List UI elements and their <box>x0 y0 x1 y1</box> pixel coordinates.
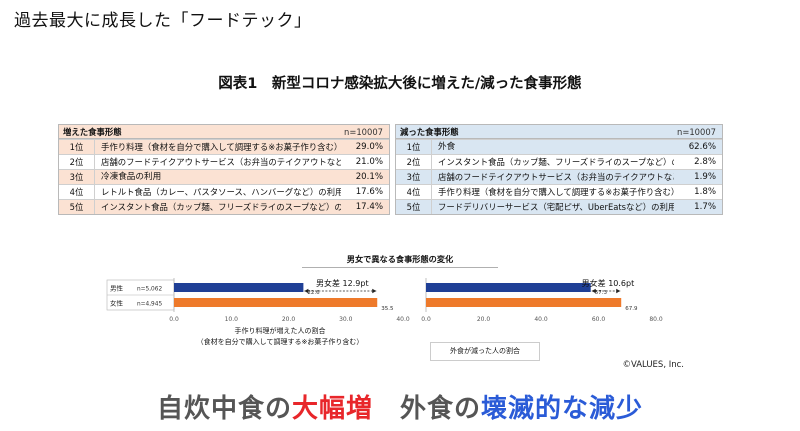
data-label: 22.6 <box>307 290 320 296</box>
data-label: 35.5 <box>381 306 394 312</box>
item-cell: レトルト食品（カレー、パスタソース、ハンバーグなど）の利用 <box>101 187 341 197</box>
tick-label: 80.0 <box>649 316 663 323</box>
rank-cell: 1位 <box>59 140 95 154</box>
data-label: 57.3 <box>595 290 608 296</box>
rank-cell: 2位 <box>59 155 95 169</box>
tick-label: 10.0 <box>225 316 239 323</box>
data-label: 67.9 <box>625 306 638 312</box>
difference-annotation: 男女差 10.6pt <box>582 278 635 288</box>
tick-label: 60.0 <box>592 316 606 323</box>
category-note: n=5,062 <box>137 287 162 293</box>
figure-title: 図表1 新型コロナ感染拡大後に増えた/減った食事形態 <box>218 76 582 92</box>
tick-label: 0.0 <box>421 316 431 323</box>
item-cell: フードデリバリーサービス（宅配ピザ、UberEatsなど）の利用 <box>438 202 674 212</box>
rank-cell: 5位 <box>396 200 432 214</box>
tick-label: 40.0 <box>396 316 410 323</box>
difference-arrow-head-left <box>304 288 309 294</box>
table-row: 3位 店舗のフードテイクアウトサービス（お弁当のテイクアウトなど）の利用 1.9… <box>396 169 722 184</box>
decreased-table: 減った食事形態 n=10007 1位 外食 62.6% 2位 インスタント食品（… <box>395 124 723 215</box>
tick-label: 20.0 <box>477 316 491 323</box>
table-row: 2位 店舗のフードテイクアウトサービス（お弁当のテイクアウトなど）の利用 21.… <box>59 154 389 169</box>
decreased-table-header: 減った食事形態 n=10007 <box>396 125 722 139</box>
rank-cell: 3位 <box>59 170 95 184</box>
female-bar <box>426 298 622 307</box>
increased-table-n: n=10007 <box>344 127 383 137</box>
category-label: 女性 <box>110 299 124 308</box>
category-label: 男性 <box>110 284 124 293</box>
item-cell: インスタント食品（カップ麺、フリーズドライのスープなど）の利用 <box>438 157 674 167</box>
headline-part2: 大幅増 <box>291 394 373 424</box>
male-bar <box>174 283 304 292</box>
chart-title: 男女で異なる食事形態の変化 <box>302 253 498 268</box>
male-bar <box>426 283 591 292</box>
decreased-table-n: n=10007 <box>677 127 716 137</box>
headline: 自炊中食の大幅増 外食の壊滅的な減少 <box>0 388 800 425</box>
tick-label: 20.0 <box>282 316 296 323</box>
item-cell: 冷凍食品の利用 <box>101 172 162 182</box>
item-cell: 店舗のフードテイクアウトサービス（お弁当のテイクアウトなど）の利用 <box>438 172 674 182</box>
percent-cell: 20.1% <box>355 172 383 182</box>
increased-table-header: 増えた食事形態 n=10007 <box>59 125 389 139</box>
table-row: 5位 インスタント食品（カップ麺、フリーズドライのスープなど）の利用 17.4% <box>59 199 389 214</box>
percent-cell: 17.4% <box>355 202 383 212</box>
table-row: 4位 レトルト食品（カレー、パスタソース、ハンバーグなど）の利用 17.6% <box>59 184 389 199</box>
percent-cell: 1.9% <box>694 172 716 182</box>
difference-arrow-head-right <box>372 288 377 294</box>
left-chart-caption-line2: （食材を自分で購入して調理する※お菓子作り含む） <box>196 338 364 346</box>
increased-table-title: 増えた食事形態 <box>63 127 122 137</box>
table-row: 3位 冷凍食品の利用 20.1% <box>59 169 389 184</box>
decreased-table-title: 減った食事形態 <box>400 127 459 137</box>
percent-cell: 62.6% <box>688 142 716 152</box>
right-chart-caption: 外食が減った人の割合 <box>430 342 540 361</box>
item-cell: インスタント食品（カップ麺、フリーズドライのスープなど）の利用 <box>101 202 341 212</box>
increased-table: 増えた食事形態 n=10007 1位 手作り料理（食材を自分で購入して調理する※… <box>58 124 390 215</box>
rank-cell: 1位 <box>396 140 432 154</box>
page-title: 過去最大に成長した「フードテック」 <box>14 11 312 31</box>
credit: ©VALUES, Inc. <box>622 360 684 370</box>
table-row: 1位 外食 62.6% <box>396 139 722 154</box>
table-row: 4位 手作り料理（食材を自分で購入して調理する※お菓子作り含む） 1.8% <box>396 184 722 199</box>
percent-cell: 17.6% <box>355 187 383 197</box>
percent-cell: 29.0% <box>355 142 383 152</box>
item-cell: 外食 <box>438 142 456 152</box>
tick-label: 40.0 <box>534 316 548 323</box>
item-cell: 店舗のフードテイクアウトサービス（お弁当のテイクアウトなど）の利用 <box>101 157 341 167</box>
table-row: 1位 手作り料理（食材を自分で購入して調理する※お菓子作り含む） 29.0% <box>59 139 389 154</box>
category-note: n=4,945 <box>137 302 162 308</box>
rank-cell: 5位 <box>59 200 95 214</box>
percent-cell: 1.7% <box>694 202 716 212</box>
percent-cell: 2.8% <box>694 157 716 167</box>
tick-label: 0.0 <box>169 316 179 323</box>
difference-annotation: 男女差 12.9pt <box>316 278 369 288</box>
item-cell: 手作り料理（食材を自分で購入して調理する※お菓子作り含む） <box>101 142 341 152</box>
percent-cell: 21.0% <box>355 157 383 167</box>
left-chart-caption-line1: 手作り料理が増えた人の割合 <box>234 327 326 335</box>
item-cell: 手作り料理（食材を自分で購入して調理する※お菓子作り含む） <box>438 187 674 197</box>
headline-part4: 壊滅的な減少 <box>481 394 644 424</box>
rank-cell: 4位 <box>396 185 432 199</box>
headline-part1: 自炊中食の <box>156 394 292 424</box>
rank-cell: 4位 <box>59 185 95 199</box>
headline-part3: 外食の <box>373 394 482 424</box>
table-row: 5位 フードデリバリーサービス（宅配ピザ、UberEatsなど）の利用 1.7% <box>396 199 722 214</box>
female-bar <box>174 298 378 307</box>
left-chart-caption: 手作り料理が増えた人の割合 （食材を自分で購入して調理する※お菓子作り含む） <box>164 326 396 348</box>
difference-arrow-head-left <box>591 288 596 294</box>
tick-label: 30.0 <box>339 316 353 323</box>
rank-cell: 2位 <box>396 155 432 169</box>
table-row: 2位 インスタント食品（カップ麺、フリーズドライのスープなど）の利用 2.8% <box>396 154 722 169</box>
rank-cell: 3位 <box>396 170 432 184</box>
difference-arrow-head-right <box>616 288 621 294</box>
percent-cell: 1.8% <box>694 187 716 197</box>
